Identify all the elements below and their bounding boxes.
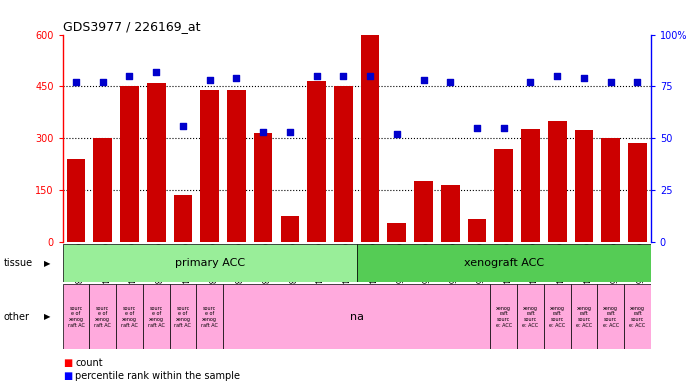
Bar [120, 86, 139, 242]
Text: count: count [75, 358, 103, 368]
Bar [223, 284, 491, 349]
Text: xenog
raft
sourc
e: ACC: xenog raft sourc e: ACC [603, 306, 619, 328]
Point [311, 73, 322, 79]
Text: sourc
e of
xenog
raft AC: sourc e of xenog raft AC [201, 306, 218, 328]
Point [124, 73, 135, 79]
Point [391, 131, 402, 137]
Point [418, 77, 429, 83]
Point [338, 73, 349, 79]
Bar [575, 130, 593, 242]
Point [552, 73, 563, 79]
Text: sourc
e of
xenog
raft AC: sourc e of xenog raft AC [94, 306, 111, 328]
Bar [89, 284, 116, 349]
Text: xenog
raft
sourc
e: ACC: xenog raft sourc e: ACC [496, 306, 512, 328]
Point [525, 79, 536, 85]
Point [150, 69, 161, 75]
Text: sourc
e of
xenog
raft AC: sourc e of xenog raft AC [175, 306, 191, 328]
Text: xenog
raft
sourc
e: ACC: xenog raft sourc e: ACC [523, 306, 539, 328]
Bar [571, 284, 597, 349]
Text: ■: ■ [63, 358, 72, 368]
Bar [597, 284, 624, 349]
Point [498, 125, 509, 131]
Point [445, 79, 456, 85]
Text: xenograft ACC: xenograft ACC [464, 258, 544, 268]
Point [258, 129, 269, 135]
Bar [517, 284, 544, 349]
Point [231, 75, 242, 81]
Bar [491, 284, 517, 349]
Bar [227, 90, 246, 242]
Text: ▶: ▶ [44, 258, 50, 268]
Point [284, 129, 295, 135]
Bar [361, 35, 379, 242]
Bar [173, 195, 192, 242]
Bar [601, 138, 620, 242]
Text: percentile rank within the sample: percentile rank within the sample [75, 371, 240, 381]
Bar [67, 159, 86, 242]
Bar [548, 121, 567, 242]
Point [204, 77, 215, 83]
Text: tissue: tissue [3, 258, 33, 268]
Bar [521, 129, 540, 242]
Point [605, 79, 616, 85]
Text: xenog
raft
sourc
e: ACC: xenog raft sourc e: ACC [629, 306, 645, 328]
Bar [200, 90, 219, 242]
Bar [388, 223, 406, 242]
Point [471, 125, 482, 131]
Text: ■: ■ [63, 371, 72, 381]
Bar [280, 216, 299, 242]
Bar [441, 185, 459, 242]
Text: sourc
e of
xenog
raft AC: sourc e of xenog raft AC [121, 306, 138, 328]
Bar [494, 149, 513, 242]
Point [578, 75, 590, 81]
Bar [307, 81, 326, 242]
Text: sourc
e of
xenog
raft AC: sourc e of xenog raft AC [68, 306, 84, 328]
Bar [63, 244, 356, 282]
Text: na: na [349, 312, 364, 322]
Point [97, 79, 109, 85]
Bar [544, 284, 571, 349]
Bar [93, 138, 112, 242]
Text: xenog
raft
sourc
e: ACC: xenog raft sourc e: ACC [549, 306, 565, 328]
Bar [468, 220, 487, 242]
Bar [628, 144, 647, 242]
Text: GDS3977 / 226169_at: GDS3977 / 226169_at [63, 20, 200, 33]
Bar [63, 284, 89, 349]
Text: other: other [3, 312, 29, 322]
Bar [170, 284, 196, 349]
Text: primary ACC: primary ACC [175, 258, 245, 268]
Bar [116, 284, 143, 349]
Bar [254, 133, 273, 242]
Bar [624, 284, 651, 349]
Text: ▶: ▶ [44, 312, 50, 321]
Text: sourc
e of
xenog
raft AC: sourc e of xenog raft AC [148, 306, 165, 328]
Point [365, 73, 376, 79]
Bar [196, 284, 223, 349]
Point [70, 79, 81, 85]
Bar [334, 86, 353, 242]
Bar [143, 284, 170, 349]
Point [177, 123, 189, 129]
Text: xenog
raft
sourc
e: ACC: xenog raft sourc e: ACC [576, 306, 592, 328]
Point [632, 79, 643, 85]
Bar [147, 83, 166, 242]
Bar [414, 182, 433, 242]
Bar [356, 244, 651, 282]
